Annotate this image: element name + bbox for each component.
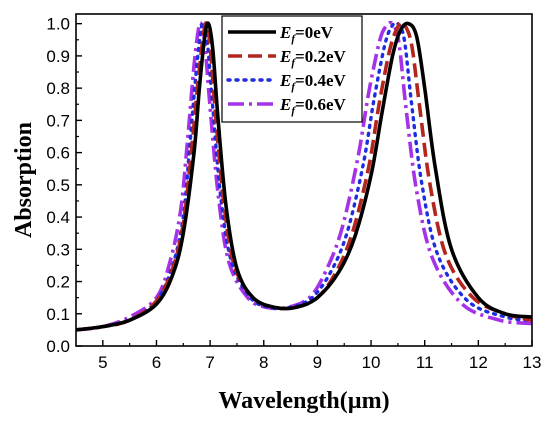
series-layer (76, 20, 532, 332)
x-tick-label: 12 (469, 353, 488, 372)
legend-label-3: Ef=0.4eV (279, 71, 346, 93)
plot-frame (75, 13, 533, 347)
y-axis: 0.0 0.1 0.2 0.3 0.4 0.5 0.6 0.7 0.8 0.9 1.0 (46, 15, 82, 356)
x-axis-title: Wavelength(µm) (218, 388, 389, 414)
x-tick-label: 13 (523, 353, 542, 372)
legend-label-4: Ef=0.6eV (279, 95, 346, 117)
legend-label-value: =0.2eV (295, 47, 346, 66)
legend-label-main: E (279, 71, 291, 90)
x-tick-label: 9 (313, 353, 322, 372)
y-tick-label: 0.9 (46, 47, 70, 66)
y-tick-label: 0.5 (46, 176, 70, 195)
x-tick-label: 11 (416, 353, 434, 372)
legend-label-main: E (279, 47, 291, 66)
legend-label-subscript: f (291, 81, 296, 93)
y-tick-label: 0.6 (46, 144, 70, 163)
legend-label-subscript: f (291, 105, 296, 117)
series-line-3 (76, 20, 532, 332)
series-line-1 (76, 21, 532, 332)
y-tick-label: 0.8 (46, 79, 70, 98)
y-tick-label: 0.3 (46, 240, 70, 259)
y-tick-label: 0.0 (46, 337, 70, 356)
series-line-4 (76, 20, 532, 332)
legend-label-subscript: f (291, 33, 296, 45)
legend-label-1: Ef=0eV (279, 23, 334, 45)
y-tick-label: 0.4 (46, 208, 70, 227)
legend-label-subscript: f (291, 57, 296, 69)
y-tick-label: 1.0 (46, 15, 70, 34)
legend-label-value: =0.6eV (295, 95, 346, 114)
legend-label-main: E (279, 95, 291, 114)
legend-label-main: E (279, 23, 291, 42)
legend-label-value: =0eV (295, 23, 334, 42)
x-tick-label: 8 (259, 353, 268, 372)
legend-label-value: =0.4eV (295, 71, 346, 90)
x-axis: 5 6 7 8 9 10 11 12 13 (98, 340, 541, 372)
y-axis-title: Absorption (11, 122, 37, 238)
x-tick-label: 5 (98, 353, 107, 372)
legend-label-2: Ef=0.2eV (279, 47, 346, 69)
x-tick-label: 6 (152, 353, 161, 372)
y-tick-label: 0.2 (46, 273, 70, 292)
y-tick-label: 0.1 (46, 305, 70, 324)
x-tick-label: 7 (205, 353, 214, 372)
x-tick-label: 10 (362, 353, 381, 372)
y-tick-label: 0.7 (46, 111, 70, 130)
